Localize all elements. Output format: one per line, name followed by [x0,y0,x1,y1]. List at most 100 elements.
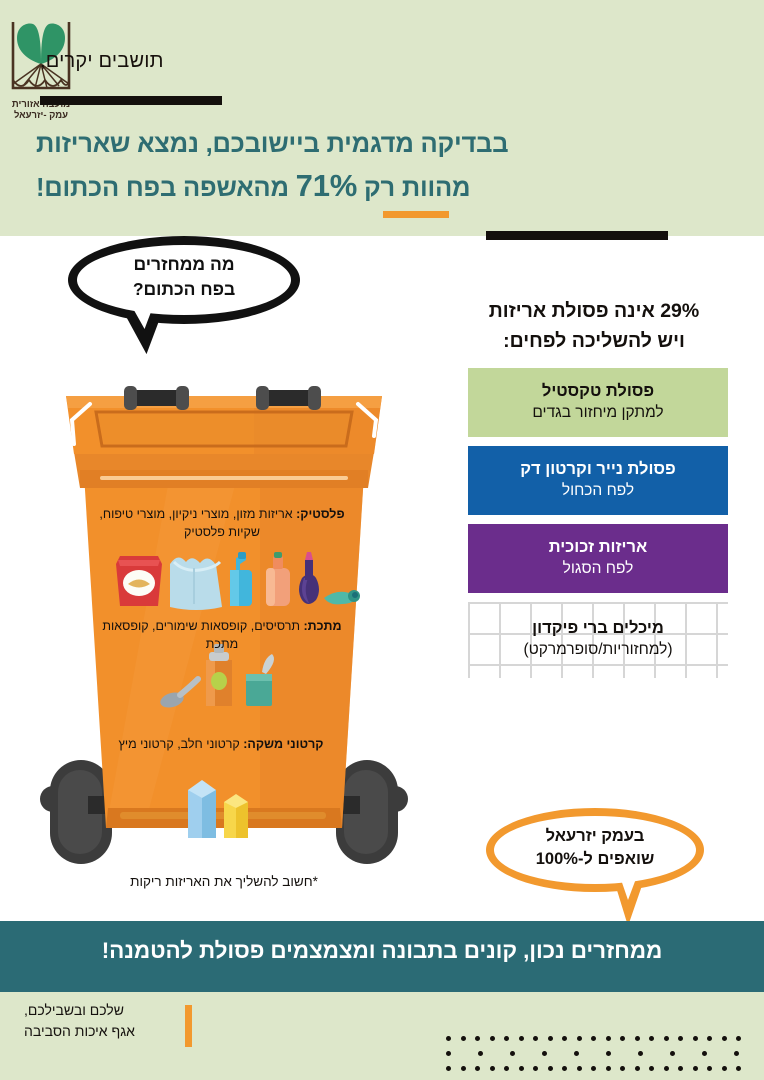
category-textile[interactable]: פסולת טקסטיל למתקן מיחזור בגדים [468,368,728,437]
dot [736,1066,741,1071]
bin-lid-handle-right [256,386,321,410]
headline-line-2: מהוות רק 71% מהאשפה בפח הכתום! [36,165,634,209]
bin-lid-handle-left [124,386,189,410]
dot [634,1036,640,1041]
dot [478,1051,483,1056]
signature-accent-bar [185,1005,192,1047]
dot [702,1051,707,1056]
dot [489,1066,495,1071]
empty-packaging-note: *חשוב להשליך את האריזות ריקות [130,874,318,889]
milk-carton-icon [188,780,216,838]
dot [504,1036,509,1041]
aspiration-speech-bubble: בעמק יזרעאל שואפים ל-100% [486,808,720,926]
chip-bag-icon [116,556,162,606]
headline-line-1: בבדיקה מדגמית ביישובכם, נמצא שאריזות [36,130,509,158]
question-speech-bubble: מה ממחזרים בפח הכתום? [68,236,300,357]
question-line-1: מה ממחזרים [133,254,235,274]
dot [707,1036,712,1041]
category-paper[interactable]: פסולת נייר וקרטון דק לפח הכחול [468,446,728,515]
dot [605,1066,611,1071]
dot [576,1036,582,1041]
subheading-line-1: 29% אינה פסולת אריזות [488,300,700,322]
dot [504,1066,509,1071]
dot [547,1036,553,1041]
aspiration-line-1: בעמק יזרעאל [545,827,645,845]
dot [692,1036,698,1041]
tube-icon [324,590,360,605]
category-title: פסולת טקסטיל [541,382,655,400]
headline-suffix: מהאשפה בפח הכתום! [36,174,296,202]
spray-bottle-icon [230,552,252,606]
bubble-tail-fill [128,297,160,331]
spoon-icon [160,676,201,708]
category-deposit[interactable]: מיכלים ברי פיקדון (למחזוריות/סופרמרקט) [468,602,728,678]
dot [446,1066,451,1071]
shampoo-bottle-icon [266,552,290,606]
signature-line-1: שלכם ובשבילכם, [24,1002,124,1018]
aspiration-text: בעמק יזרעאל שואפים ל-100% [486,825,704,871]
dot [475,1066,480,1071]
dot [518,1036,524,1041]
dot [460,1066,466,1071]
non-packaging-section: 29% אינה פסולת אריזות ויש להשליכה לפחים:… [460,296,728,687]
greeting-text: תושבים יקרים, [40,50,164,72]
dot [605,1036,611,1041]
plastic-items-row [116,552,360,610]
bubble-body [486,808,704,892]
percent-underline [383,211,449,218]
dot [446,1051,451,1056]
dot [576,1066,582,1071]
dot [591,1036,596,1041]
council-logo: מועצה אזורית עמק -יזרעאל [0,18,82,138]
call-to-action-banner: ממחזרים נכון, קונים בתבונה ומצמצמים פסול… [0,921,764,992]
dot [638,1051,643,1056]
dot [562,1066,567,1071]
detergent-bottle-icon [299,552,319,604]
dot [542,1051,547,1056]
signature-line-2: אגף איכות הסביבה [24,1023,135,1039]
dot [620,1066,625,1071]
aspiration-line-2: שואפים ל-100% [535,850,655,868]
headline-percent: 71% [295,168,358,203]
juice-carton-icon [224,794,248,838]
dot [446,1036,451,1041]
section-subheading: 29% אינה פסולת אריזות ויש להשליכה לפחים: [460,296,728,356]
dot [707,1066,712,1071]
dot [678,1036,683,1041]
dot [620,1036,625,1041]
category-subtitle: למתקן מיחזור בגדים [532,404,664,421]
category-subtitle: לפח הסגול [562,560,634,577]
dot [574,1051,579,1056]
bubble-tail-fill [617,868,640,900]
dot [734,1051,739,1056]
dot [562,1036,567,1041]
carton-items-row [188,780,248,838]
banner-text: ממחזרים נכון, קונים בתבונה ומצמצמים פסול… [101,938,663,963]
dot [721,1066,727,1071]
dot [634,1066,640,1071]
dot [533,1066,538,1071]
dot [547,1066,553,1071]
category-subtitle: (למחזוריות/סופרמרקט) [523,641,673,658]
headline: בבדיקה מדגמית ביישובכם, נמצא שאריזות מהו… [36,124,634,209]
dot [518,1066,524,1071]
divider-top [40,96,222,105]
bubble-body [68,236,300,324]
dot [649,1066,654,1071]
metal-items-row [160,644,274,708]
question-line-2: בפח הכתום? [132,279,236,299]
category-subtitle: לפח הכחול [561,482,635,499]
category-glass[interactable]: אריזות זכוכית לפח הסגול [468,524,728,593]
dot [670,1051,675,1056]
dot [475,1036,480,1041]
headline-prefix: מהוות רק [357,174,471,202]
category-title: פסולת נייר וקרטון דק [520,460,676,478]
dot [721,1036,727,1041]
dot [678,1066,683,1071]
header-section: מועצה אזורית עמק -יזרעאל תושבים יקרים, ב… [0,0,764,240]
signature-block: שלכם ובשבילכם, אגף איכות הסביבה [24,1000,204,1042]
dot [460,1036,466,1041]
logo-line-2: עמק -יזרעאל [13,110,69,121]
question-text: מה ממחזרים בפח הכתום? [68,252,300,302]
